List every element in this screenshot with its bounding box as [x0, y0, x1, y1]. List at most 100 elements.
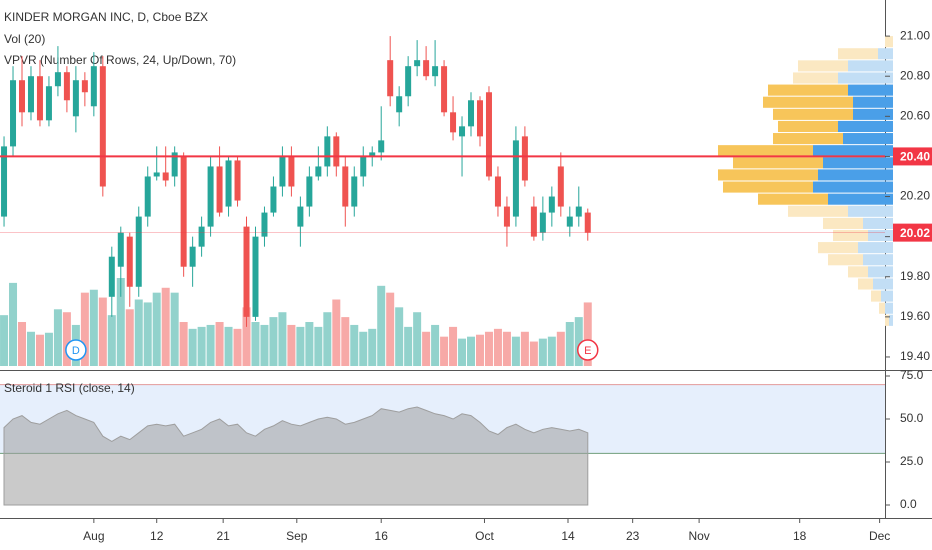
indicator-label: Vol (20) [4, 32, 45, 46]
y-tick-label: 75.0 [900, 368, 924, 382]
price-label: 20.40 [900, 150, 930, 164]
vpvr-up [881, 290, 893, 302]
candle-body [503, 206, 510, 227]
volume-bar [296, 326, 305, 366]
candle-body [171, 152, 178, 177]
vpvr-up [838, 120, 893, 133]
volume-bar [62, 312, 71, 366]
x-tick-label: 18 [793, 529, 807, 543]
candle-body [476, 100, 483, 137]
vpvr-up [863, 254, 893, 266]
vpvr-down [823, 217, 863, 229]
event-marker [577, 339, 599, 361]
vpvr-down [793, 72, 838, 84]
y-tick-label: 20.20 [900, 189, 930, 203]
volume-bar [206, 324, 215, 366]
volume-bar [484, 331, 493, 366]
candle-body [216, 166, 223, 213]
vpvr-up [818, 169, 893, 181]
vpvr-up [878, 48, 893, 60]
candle-body [36, 76, 43, 121]
vpvr-down [798, 60, 848, 72]
candle-body [459, 126, 466, 137]
candle-body [512, 140, 519, 217]
y-tick-label: 19.60 [900, 309, 930, 323]
candle-body [315, 166, 322, 177]
vpvr-down [879, 302, 885, 314]
vpvr-down [773, 133, 843, 145]
vpvr-up [848, 60, 893, 72]
indicator-label: VPVR (Number Of Rows, 24, Up/Down, 70) [4, 53, 236, 67]
candle-body [153, 172, 160, 177]
volume-bar [305, 322, 314, 366]
volume-bar [368, 328, 377, 366]
x-tick-label: 23 [626, 529, 640, 543]
candle-body [369, 152, 376, 157]
volume-bar [251, 322, 260, 366]
volume-bar [278, 312, 287, 366]
vpvr-down [763, 96, 853, 108]
x-tick-label: 16 [375, 529, 389, 543]
volume-bar [583, 302, 592, 366]
volume-bar [152, 292, 161, 366]
vpvr-down [848, 266, 868, 278]
vpvr-down [828, 254, 863, 266]
candle-body [279, 156, 286, 187]
volume-bar [449, 326, 458, 366]
candle-body [126, 236, 133, 287]
volume-bar [0, 315, 9, 366]
candle-body [288, 156, 295, 187]
volume-bar [413, 312, 422, 366]
y-tick-label: 25.0 [900, 454, 924, 468]
volume-bar [377, 285, 386, 366]
y-tick-label: 19.80 [900, 269, 930, 283]
volume-bar [359, 331, 368, 366]
event-label: E [584, 345, 591, 357]
volume-bar [98, 297, 107, 366]
volume-bar [260, 324, 269, 366]
volume-bar [467, 336, 476, 366]
vpvr-down [833, 229, 868, 242]
vpvr-up [813, 181, 893, 193]
candle-body [351, 176, 358, 207]
vpvr-up [838, 72, 893, 84]
volume-bar [179, 322, 188, 366]
x-tick-label: 12 [150, 529, 164, 543]
volume-bar [475, 334, 484, 366]
candle-body [144, 176, 151, 217]
volume-bar [431, 324, 440, 366]
x-tick-label: Sep [286, 529, 308, 543]
volume-bar [134, 299, 143, 366]
candle-body [19, 80, 26, 113]
vpvr-down [733, 157, 823, 169]
volume-bar [233, 328, 242, 366]
vpvr-up [853, 108, 893, 120]
vpvr-up [828, 193, 893, 205]
volume-bar [107, 315, 116, 366]
vpvr-up [813, 145, 893, 157]
candle-body [297, 206, 304, 227]
x-tick-label: Nov [688, 529, 709, 543]
y-tick-label: 0.0 [900, 497, 917, 511]
candle-body [423, 60, 430, 77]
y-tick-label: 20.80 [900, 68, 930, 82]
volume-bar [565, 322, 574, 366]
vpvr-down [773, 108, 853, 120]
candle-body [450, 112, 457, 133]
vpvr-down [885, 36, 893, 48]
volume-bar [26, 331, 35, 366]
candle-body [342, 166, 349, 207]
vpvr-down [871, 290, 881, 302]
volume-bar [440, 336, 449, 366]
candle-body [566, 216, 573, 227]
candle-body [557, 166, 564, 207]
volume-bar [547, 336, 556, 366]
vpvr-up [848, 205, 893, 217]
volume-bar [170, 292, 179, 366]
candle-body [207, 166, 214, 227]
vpvr-down [723, 181, 813, 193]
x-tick-label: 21 [216, 529, 230, 543]
volume-bar [395, 307, 404, 366]
candle-body [584, 212, 591, 233]
